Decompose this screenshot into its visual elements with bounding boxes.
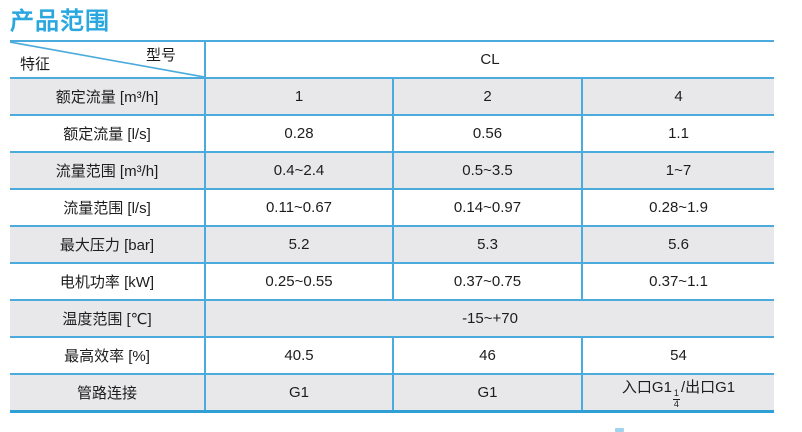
- row-label: 流量范围 [m³/h]: [10, 151, 205, 190]
- cutoff-mark: [615, 428, 624, 432]
- value-cell: 0.14~0.97: [392, 188, 582, 227]
- corner-label-feature: 特征: [20, 56, 51, 73]
- value-cell-merged: -15~+70: [203, 299, 775, 338]
- table-row: 流量范围 [m³/h] 0.4~2.4 0.5~3.5 1~7: [10, 151, 775, 190]
- table-row: 最大压力 [bar] 5.2 5.3 5.6: [10, 225, 775, 264]
- diagonal-divider: [10, 42, 204, 77]
- table-row: 电机功率 [kW] 0.25~0.55 0.37~0.75 0.37~1.1: [10, 262, 775, 301]
- row-label: 最高效率 [%]: [10, 336, 205, 375]
- header-row: 型号 特征 CL: [10, 40, 775, 79]
- value-cell: 5.2: [204, 225, 393, 264]
- value-cell: 46: [392, 336, 582, 375]
- value-cell: G1: [204, 373, 393, 413]
- table-row: 最高效率 [%] 40.5 46 54: [10, 336, 775, 375]
- value-cell: G1: [392, 373, 582, 413]
- value-cell: 4: [580, 77, 775, 116]
- table-row: 额定流量 [l/s] 0.28 0.56 1.1: [10, 114, 775, 153]
- value-cell: 入口G1 1 4/出口G1: [580, 373, 775, 413]
- value-cell: 54: [580, 336, 775, 375]
- corner-cell: 型号 特征: [10, 40, 205, 79]
- value-cell: 1.1: [580, 114, 775, 153]
- value-cell: 0.28~1.9: [580, 188, 775, 227]
- value-cell: 0.37~1.1: [580, 262, 775, 301]
- value-cell: 0.25~0.55: [204, 262, 393, 301]
- spec-table: 型号 特征 CL 额定流量 [m³/h] 1 2 4 额定流量 [l/s] 0.28 0.5…: [10, 40, 775, 413]
- value-text: 入口G1: [621, 378, 672, 396]
- page-title: 产品范围: [10, 8, 110, 35]
- table-row: 额定流量 [m³/h] 1 2 4: [10, 77, 775, 116]
- row-label: 最大压力 [bar]: [10, 225, 205, 264]
- corner-label-model: 型号: [145, 47, 176, 64]
- value-cell: 2: [392, 77, 582, 116]
- value-cell: 5.3: [392, 225, 582, 264]
- value-cell: 40.5: [204, 336, 393, 375]
- value-cell: 0.11~0.67: [204, 188, 393, 227]
- value-cell: 0.4~2.4: [204, 151, 393, 190]
- model-header-cell: CL: [203, 40, 775, 79]
- value-cell: 0.5~3.5: [392, 151, 582, 190]
- value-cell: 0.28: [204, 114, 393, 153]
- row-label: 额定流量 [l/s]: [10, 114, 205, 153]
- value-text: /出口G1: [680, 378, 736, 396]
- row-label: 管路连接: [10, 373, 205, 413]
- value-cell: 5.6: [580, 225, 775, 264]
- table-row: 温度范围 [℃] -15~+70: [10, 299, 775, 338]
- table-row: 流量范围 [l/s] 0.11~0.67 0.14~0.97 0.28~1.9: [10, 188, 775, 227]
- row-label: 流量范围 [l/s]: [10, 188, 205, 227]
- value-cell: 1~7: [580, 151, 775, 190]
- value-cell: 0.37~0.75: [392, 262, 582, 301]
- value-cell: 1: [204, 77, 393, 116]
- row-label: 额定流量 [m³/h]: [10, 77, 205, 116]
- spec-table-body: 型号 特征 CL 额定流量 [m³/h] 1 2 4 额定流量 [l/s] 0.28 0.5…: [10, 40, 775, 413]
- table-row: 管路连接 G1 G1 入口G1 1 4/出口G1: [10, 373, 775, 413]
- value-cell: 0.56: [392, 114, 582, 153]
- row-label: 电机功率 [kW]: [10, 262, 205, 301]
- row-label: 温度范围 [℃]: [10, 299, 205, 338]
